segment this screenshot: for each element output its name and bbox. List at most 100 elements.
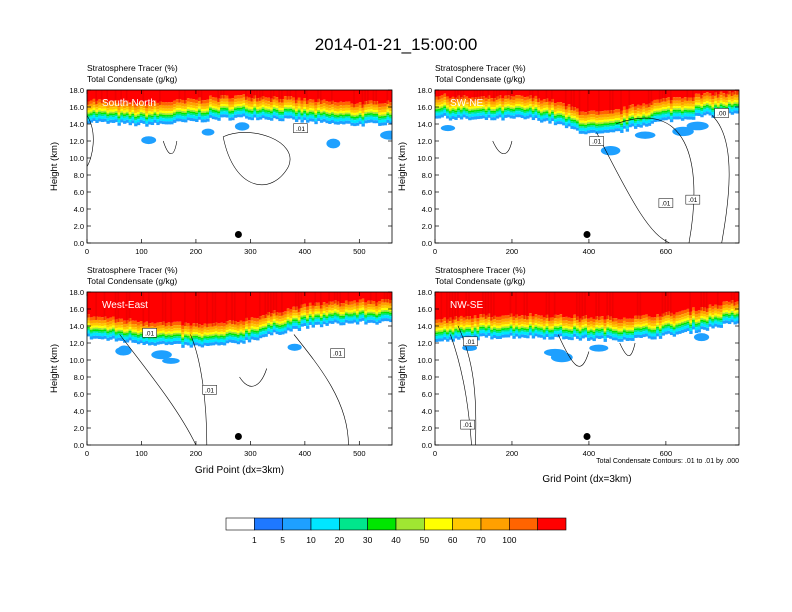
tracer-cell	[220, 338, 224, 342]
tracer-cell	[178, 115, 182, 119]
tracer-cell	[250, 333, 254, 337]
tracer-cell	[473, 326, 478, 329]
tracer-cell	[481, 292, 484, 318]
tracer-cell	[683, 329, 688, 333]
tracer-cell	[220, 109, 224, 112]
tracer-cell	[355, 119, 360, 123]
tracer-cell	[231, 336, 235, 340]
tracer-cell	[531, 106, 536, 110]
tracer-cell	[311, 292, 315, 306]
tracer-cell	[111, 113, 116, 116]
tracer-cell	[559, 325, 563, 327]
tracer-cell	[148, 121, 152, 125]
tracer-cell	[328, 310, 332, 313]
tracer-cell	[628, 318, 632, 323]
tracer-cell	[125, 292, 130, 321]
tracer-cell	[548, 101, 552, 105]
panel-header-line: Total Condensate (g/kg)	[435, 276, 525, 286]
tracer-cell	[300, 318, 304, 321]
tracer-cell	[534, 102, 538, 105]
tracer-cell	[578, 318, 583, 322]
tracer-cell	[172, 334, 177, 337]
tracer-cell	[303, 312, 307, 315]
tracer-cell	[355, 122, 360, 126]
tracer-cell	[495, 320, 500, 324]
tracer-cell	[542, 336, 547, 340]
tracer-cell	[325, 292, 329, 304]
tracer-cell	[672, 111, 677, 114]
tracer-cell	[614, 123, 618, 126]
tracer-cell	[667, 90, 671, 98]
tracer-cell	[468, 292, 470, 320]
tracer-cell	[322, 114, 327, 116]
tracer-cell	[678, 292, 682, 312]
tracer-cell	[189, 338, 193, 340]
tracer-cell	[493, 101, 497, 105]
tracer-cell	[192, 99, 196, 103]
tracer-cell	[714, 106, 718, 109]
tracer-cell	[683, 318, 688, 321]
tracer-cell	[515, 320, 519, 324]
tracer-cell	[598, 335, 602, 339]
tracer-cell	[331, 107, 335, 110]
tracer-cell	[275, 292, 278, 316]
tracer-cell	[128, 329, 132, 332]
tracer-cell	[125, 113, 130, 116]
tracer-cell	[211, 339, 216, 343]
tracer-cell	[225, 327, 230, 331]
tracer-cell	[325, 307, 329, 311]
tracer-cell	[719, 106, 724, 108]
tracer-cell	[383, 315, 388, 319]
tracer-cell	[598, 320, 602, 324]
tracer-cell	[730, 105, 735, 108]
tracer-cell	[125, 107, 130, 110]
tracer-cell	[650, 320, 654, 324]
tracer-cell	[389, 308, 392, 312]
tracer-cell	[264, 325, 268, 328]
tracer-cell	[725, 301, 729, 305]
tracer-cell	[692, 112, 696, 114]
tracer-cell	[451, 100, 455, 104]
tracer-cell	[342, 317, 346, 320]
tracer-cell	[680, 98, 685, 103]
tracer-cell	[556, 324, 560, 327]
tracer-cell	[278, 105, 282, 108]
tracer-cell	[609, 292, 613, 317]
tracer-cell	[311, 112, 315, 114]
tracer-cell	[100, 320, 105, 324]
tracer-cell	[559, 116, 563, 119]
tracer-cell	[523, 330, 527, 332]
tracer-cell	[92, 327, 96, 330]
tracer-cell	[658, 329, 663, 332]
tracer-cell	[378, 112, 382, 115]
tracer-cell	[672, 314, 677, 318]
tracer-cell	[200, 114, 205, 117]
tracer-cell	[686, 116, 690, 120]
tracer-cell	[184, 329, 188, 332]
tracer-cell	[203, 119, 207, 123]
tracer-cell	[581, 130, 585, 134]
tracer-cell	[611, 116, 616, 120]
tracer-cell	[328, 114, 332, 117]
tracer-cell	[355, 90, 360, 104]
tracer-cell	[667, 322, 671, 325]
tracer-cell	[225, 292, 228, 325]
tracer-cell	[131, 333, 135, 336]
tracer-cell	[650, 336, 654, 340]
tracer-cell	[719, 91, 724, 96]
tracer-cell	[286, 322, 291, 325]
tracer-cell	[231, 101, 235, 105]
tracer-cell	[355, 292, 360, 303]
tracer-cell	[443, 336, 447, 340]
tracer-cell	[281, 292, 283, 316]
tracer-cell	[595, 90, 599, 112]
tracer-cell	[197, 101, 202, 105]
tracer-cell	[380, 116, 385, 118]
tracer-cell	[451, 332, 455, 334]
tracer-cell	[553, 292, 556, 319]
tracer-cell	[639, 90, 643, 106]
tracer-cell	[222, 107, 227, 110]
tracer-cell	[487, 111, 491, 115]
tracer-cell	[562, 116, 566, 118]
tracer-cell	[120, 109, 124, 112]
